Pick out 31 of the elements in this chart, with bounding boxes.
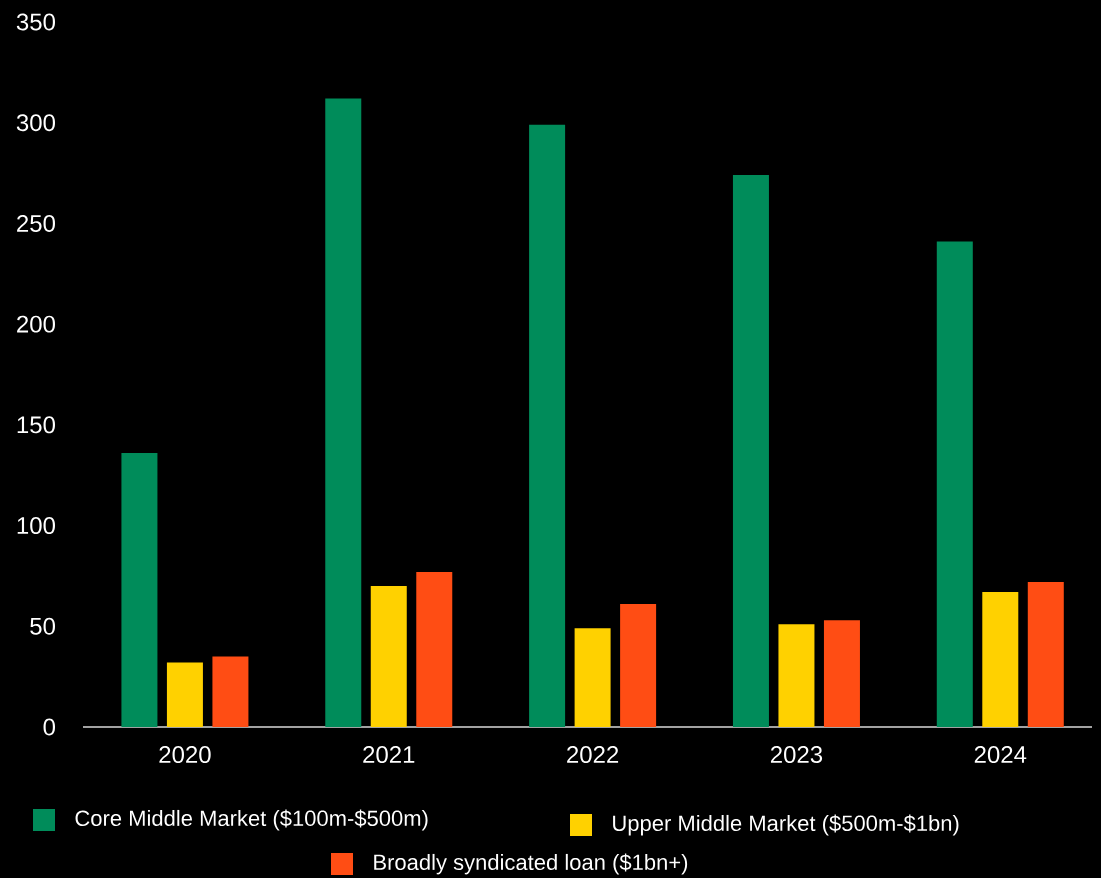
x-tick-label: 2020 — [159, 746, 211, 764]
bar — [325, 98, 362, 727]
y-tick-label: 100 — [17, 517, 55, 535]
bar — [370, 586, 407, 727]
y-tick-label: 150 — [17, 416, 55, 434]
bar — [982, 592, 1019, 727]
bar — [574, 628, 611, 727]
legend-label: Core Middle Market ($100m-$500m) — [75, 809, 428, 831]
x-tick-label: 2022 — [567, 746, 619, 764]
y-tick-label: 50 — [30, 617, 56, 635]
x-tick-label: 2024 — [974, 746, 1027, 764]
y-tick-label: 250 — [17, 214, 55, 232]
y-tick-label: 0 — [43, 718, 56, 736]
x-tick-label: 2021 — [363, 746, 415, 764]
bar — [529, 124, 566, 727]
bar — [778, 624, 815, 727]
bar — [121, 453, 158, 727]
legend-label: Broadly syndicated loan ($1bn+) — [374, 853, 688, 875]
legend-label: Upper Middle Market ($500m-$1bn) — [613, 814, 959, 836]
bar — [620, 604, 657, 727]
bar — [416, 571, 453, 727]
bar — [1027, 581, 1064, 727]
x-tick-label: 2023 — [770, 746, 823, 764]
bar — [166, 662, 203, 727]
y-tick-label: 300 — [16, 114, 55, 132]
bar — [212, 656, 249, 727]
y-tick-label: 200 — [17, 315, 55, 333]
bar — [732, 175, 769, 727]
bar — [823, 620, 860, 727]
y-tick-label: 350 — [16, 13, 55, 31]
bar — [936, 241, 973, 727]
